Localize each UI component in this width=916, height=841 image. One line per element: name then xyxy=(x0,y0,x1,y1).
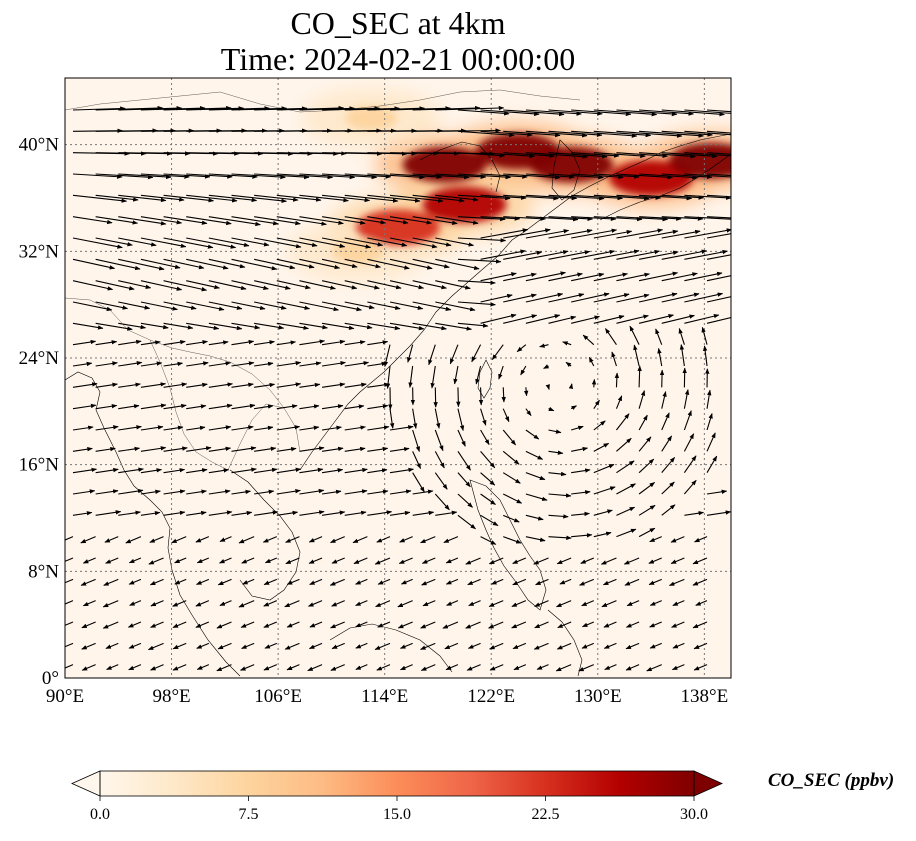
colorbar-tick-label: 0.0 xyxy=(90,806,110,823)
lat-tick-label: 40°N xyxy=(19,135,60,156)
lon-tick-label: 90°E xyxy=(46,686,84,707)
lon-tick-label: 106°E xyxy=(254,686,302,707)
wind-arrow xyxy=(503,387,504,402)
colorbar: 0.0 7.5 15.0 22.5 30.0 xyxy=(72,771,722,823)
colorbar-gradient xyxy=(100,771,694,796)
longitude-tick-labels: 90°E 98°E 106°E 114°E 122°E 130°E 138°E xyxy=(46,686,728,707)
wind-arrow xyxy=(481,387,482,405)
colorbar-tick-label: 22.5 xyxy=(532,806,560,823)
lon-tick-label: 114°E xyxy=(361,686,408,707)
lat-tick-label: 0° xyxy=(42,668,59,689)
lon-tick-label: 122°E xyxy=(467,686,515,707)
wind-arrow xyxy=(526,387,527,395)
colorbar-ticks: 0.0 7.5 15.0 22.5 30.0 xyxy=(90,796,708,823)
colorbar-tick-label: 15.0 xyxy=(383,806,411,823)
colorbar-tick-label: 7.5 xyxy=(239,806,259,823)
wind-arrow xyxy=(639,366,640,387)
lat-tick-label: 16°N xyxy=(19,455,60,476)
lon-tick-label: 98°E xyxy=(152,686,190,707)
wind-arrow xyxy=(549,387,550,389)
latitude-tick-labels: 0° 8°N 16°N 24°N 32°N 40°N xyxy=(19,135,60,689)
lat-tick-label: 32°N xyxy=(19,241,60,262)
wind-arrow xyxy=(571,384,572,388)
colorbar-extend-high xyxy=(694,771,722,796)
lat-tick-label: 8°N xyxy=(28,561,59,582)
wind-arrow xyxy=(616,373,617,387)
wind-arrow xyxy=(594,379,595,387)
map-panel xyxy=(59,78,781,678)
lon-tick-label: 138°E xyxy=(681,686,729,707)
lon-tick-label: 130°E xyxy=(574,686,622,707)
colorbar-label: CO_SEC (ppbv) xyxy=(768,770,894,792)
colorbar-extend-low xyxy=(72,771,100,796)
co-plume xyxy=(669,143,753,179)
wind-arrow xyxy=(458,387,459,406)
colorbar-tick-label: 30.0 xyxy=(680,806,708,823)
lat-tick-label: 24°N xyxy=(19,348,60,369)
